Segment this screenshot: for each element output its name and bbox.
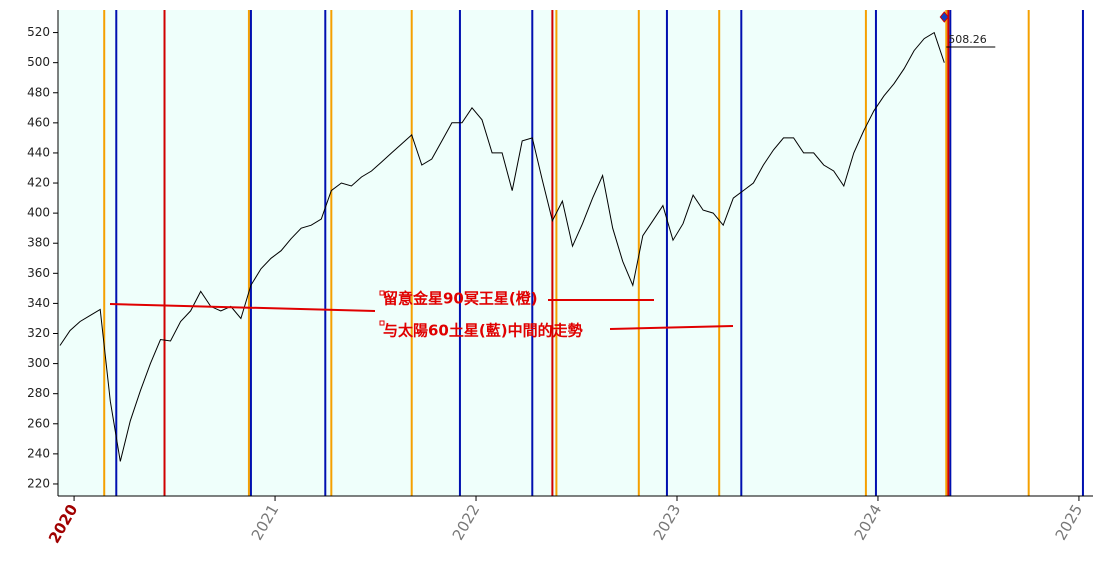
y-tick-label: 400 [27, 206, 50, 220]
annotation-handle [379, 290, 385, 296]
y-tick-label: 480 [27, 85, 50, 99]
marker-diamond [939, 11, 949, 23]
x-tick-label: 2020 [45, 501, 81, 546]
annotation: 留意金星90冥王星(橙) [383, 290, 538, 308]
last-price-label: 508.26 [948, 33, 987, 46]
x-tick-label: 2021 [248, 501, 283, 543]
y-tick-label: 420 [27, 176, 50, 190]
y-tick-label: 440 [27, 145, 50, 159]
y-tick-label: 360 [27, 266, 50, 280]
x-tick-label: 2024 [851, 501, 886, 543]
y-tick-label: 280 [27, 386, 50, 400]
annotation: 与太陽60土星(藍)中間的走勢 [383, 322, 583, 340]
x-tick-label: 2022 [449, 501, 484, 543]
annotation-line [109, 303, 376, 312]
y-tick-label: 340 [27, 296, 50, 310]
annotation-handle [379, 320, 385, 326]
y-tick-label: 500 [27, 55, 50, 69]
y-tick-label: 220 [27, 476, 50, 490]
x-tick-label: 2023 [650, 501, 685, 543]
y-tick-label: 260 [27, 416, 50, 430]
y-tick-label: 300 [27, 356, 50, 370]
price-line [59, 31, 945, 462]
y-tick-label: 320 [27, 326, 50, 340]
plot-background [58, 10, 951, 496]
annotation-line [609, 325, 734, 330]
y-tick-label: 380 [27, 236, 50, 250]
y-tick-label: 460 [27, 115, 50, 129]
x-tick-label: 2025 [1052, 501, 1087, 543]
y-tick-label: 240 [27, 446, 50, 460]
y-tick-label: 520 [27, 25, 50, 39]
